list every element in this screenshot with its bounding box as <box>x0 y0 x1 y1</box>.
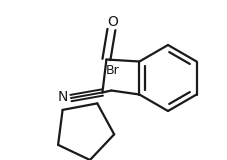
Text: O: O <box>106 15 117 28</box>
Text: Br: Br <box>105 64 119 77</box>
Text: N: N <box>57 90 68 104</box>
